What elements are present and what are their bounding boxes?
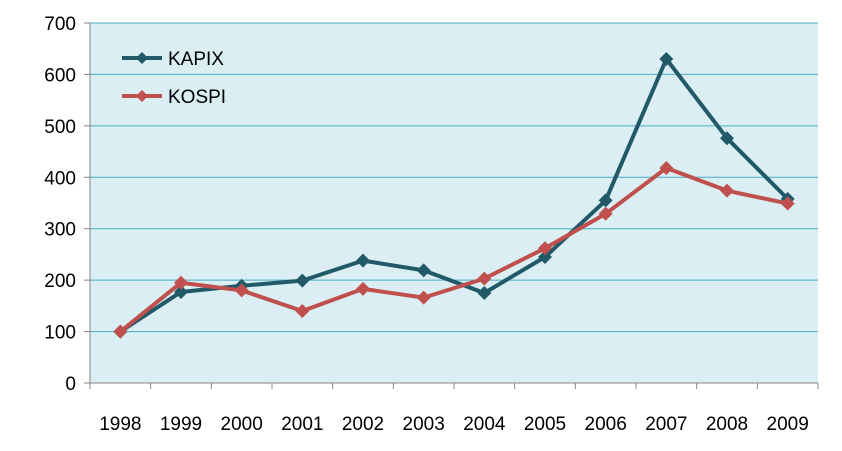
data-point [538, 250, 552, 264]
x-tick-label: 1999 [160, 414, 202, 435]
legend-swatch-marker [136, 52, 148, 64]
x-tick-label: 2001 [281, 414, 323, 435]
data-point [659, 52, 674, 66]
data-point [477, 286, 492, 300]
x-tick-label: 2008 [706, 414, 748, 435]
x-tick-label: 2003 [403, 414, 445, 435]
series-line [119, 57, 790, 334]
x-tick-labels: 1998 1999 2000 2001 2002 2003 2004 2005 2006 2007… [99, 414, 809, 435]
data-point [659, 161, 674, 176]
legend-swatch-marker [136, 90, 148, 102]
y-tick-label: 400 [44, 168, 76, 189]
data-point [598, 193, 613, 208]
y-tick-label: 200 [44, 271, 76, 292]
legend: KAPIX KOSPI [122, 49, 226, 108]
series-kospi [113, 161, 795, 339]
data-point [720, 131, 734, 146]
x-tick-label: 2004 [463, 414, 506, 435]
data-point [538, 241, 552, 256]
legend-item-kapix: KAPIX [122, 49, 224, 70]
series-group [113, 52, 795, 339]
data-point [416, 290, 431, 305]
x-tick-label: 2002 [342, 414, 384, 435]
y-tick-label: 0 [65, 374, 76, 395]
data-point [234, 283, 249, 298]
legend-label: KAPIX [168, 49, 224, 70]
y-tick-label: 100 [44, 323, 76, 344]
gridlines [90, 22, 818, 333]
data-point [416, 263, 431, 278]
y-tick-label: 300 [44, 220, 76, 241]
data-point [295, 304, 310, 318]
legend-label: KOSPI [168, 87, 226, 108]
data-point [477, 271, 492, 286]
y-tick-label: 500 [44, 117, 76, 138]
data-point [780, 196, 795, 211]
data-point [356, 281, 370, 296]
legend-item-kospi: KOSPI [122, 87, 226, 108]
axes [84, 22, 819, 389]
data-point [174, 275, 188, 290]
x-tick-label: 2005 [524, 414, 566, 435]
x-tick-label: 2006 [585, 414, 627, 435]
series-line [119, 166, 789, 334]
x-tick-label: 1998 [99, 414, 141, 435]
data-point [295, 273, 310, 288]
x-tick-label: 2007 [645, 414, 687, 435]
data-point [720, 183, 734, 198]
x-tick-label: 2000 [221, 414, 263, 435]
data-point [356, 253, 370, 268]
data-point [598, 206, 613, 221]
plot-area [90, 23, 818, 383]
y-tick-labels: 0 100 200 300 400 500 600 700 [44, 14, 76, 395]
x-tick-label: 2009 [767, 414, 809, 435]
data-point [113, 324, 128, 339]
data-point [174, 284, 188, 299]
y-tick-label: 700 [44, 14, 76, 35]
y-tick-label: 600 [44, 65, 76, 86]
